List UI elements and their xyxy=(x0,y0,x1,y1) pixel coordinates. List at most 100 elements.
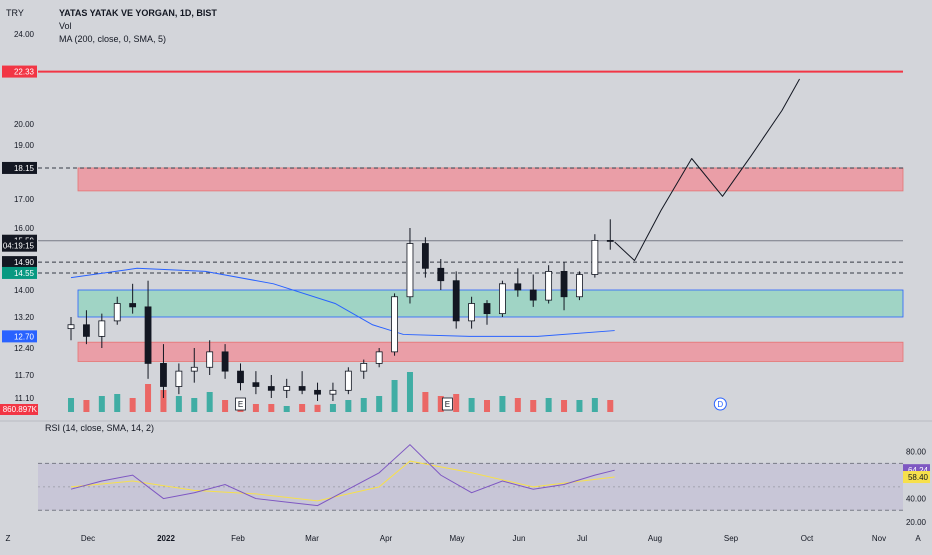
rsi-tick-label-1: 40.00 xyxy=(906,495,927,504)
event-label-0: E xyxy=(238,400,243,409)
currency-label: TRY xyxy=(6,8,24,18)
volume-bar-27 xyxy=(484,400,491,412)
candle-body-28 xyxy=(499,283,506,315)
candle-body-25 xyxy=(452,280,460,322)
volume-bar-28 xyxy=(499,396,506,412)
candle-body-3 xyxy=(113,303,121,322)
volume-badge xyxy=(0,404,38,415)
candle-body-8 xyxy=(190,366,198,372)
price-badge-6 xyxy=(2,330,37,343)
price-badge-label-0: 22.33 xyxy=(14,68,35,77)
zone-green-1 xyxy=(77,289,904,318)
candle-body-0 xyxy=(67,324,75,330)
candle-body-23 xyxy=(421,243,429,269)
volume-bar-8 xyxy=(191,398,198,412)
volume-bar-10 xyxy=(222,400,229,412)
candle-body-10 xyxy=(221,351,229,372)
volume-bar-30 xyxy=(530,400,537,412)
zone-red-0 xyxy=(77,167,904,192)
rsi-badge-label-1: 58.40 xyxy=(908,473,929,482)
rsi-line xyxy=(70,443,615,507)
ma-label[interactable]: MA (200, close, 0, SMA, 5) xyxy=(59,34,166,44)
volume-bar-35 xyxy=(607,400,614,412)
rsi-layer xyxy=(38,443,903,511)
volume-bar-34 xyxy=(591,398,598,412)
candle-body-4 xyxy=(129,303,137,308)
candle-body-17 xyxy=(329,389,337,395)
candle-body-21 xyxy=(391,296,398,353)
projection-layer xyxy=(614,78,800,262)
candle-body-20 xyxy=(375,351,383,364)
volume-bar-3 xyxy=(114,394,121,412)
candle-body-24 xyxy=(437,267,445,282)
time-label-8: Jul xyxy=(577,534,587,543)
volume-bar-19 xyxy=(360,398,367,412)
volume-badge-label: 860.897K xyxy=(3,405,38,414)
candle-body-16 xyxy=(314,389,321,395)
event-dividend-marker-2 xyxy=(713,397,727,411)
price-tick-label-7: 12.40 xyxy=(14,344,35,353)
candle-body-31 xyxy=(545,270,553,301)
volume-bar-2 xyxy=(98,396,105,412)
time-label-1: Dec xyxy=(81,534,95,543)
candle-body-2 xyxy=(98,320,106,337)
event-earnings-marker-1 xyxy=(441,397,453,411)
volume-bar-18 xyxy=(345,400,352,412)
volume-bar-12 xyxy=(252,404,259,412)
volume-bar-25 xyxy=(453,394,460,412)
candle-body-13 xyxy=(267,386,275,391)
volume-bar-23 xyxy=(422,392,429,412)
candle-body-27 xyxy=(483,303,491,315)
time-label-3: Feb xyxy=(231,534,245,543)
volume-bar-21 xyxy=(391,380,398,412)
price-badge-4 xyxy=(2,256,37,269)
candle-body-11 xyxy=(237,370,244,384)
rsi-label[interactable]: RSI (14, close, SMA, 14, 2) xyxy=(45,423,154,433)
ma-200-line xyxy=(70,267,615,337)
ma-layer xyxy=(70,267,615,337)
volume-bar-14 xyxy=(283,406,290,412)
candle-body-18 xyxy=(344,370,352,391)
volume-bar-32 xyxy=(561,400,568,412)
rsi-badge-1 xyxy=(903,471,930,484)
event-earnings-marker-0 xyxy=(235,397,246,411)
volume-bar-20 xyxy=(376,396,383,412)
candle-body-19 xyxy=(360,363,368,372)
candle-body-26 xyxy=(468,303,476,322)
time-label-9: Aug xyxy=(648,534,662,543)
vol-label[interactable]: Vol xyxy=(59,21,72,31)
price-badge-label-4: 14.90 xyxy=(14,258,35,267)
rsi-ma-line xyxy=(70,460,615,502)
price-tick-label-0: 24.00 xyxy=(14,30,35,39)
time-axis: Z Dec 2022 Feb Mar Apr May Jun Jul Aug Sep Oct Nov A xyxy=(6,534,922,543)
price-axis: 24.00 20.00 19.00 17.00 16.00 14.00 13.20 12.40… xyxy=(0,30,38,415)
time-label-13: A xyxy=(915,534,921,543)
price-badge-label-3: 04:19:15 xyxy=(3,242,35,251)
event-label-2: D xyxy=(717,400,723,409)
volume-bar-9 xyxy=(206,392,213,412)
candle-body-1 xyxy=(83,324,90,337)
time-label-4: Mar xyxy=(305,534,319,543)
volume-bar-17 xyxy=(329,404,336,412)
volume-bar-33 xyxy=(576,400,583,412)
price-badge-5 xyxy=(2,266,37,279)
volume-bar-16 xyxy=(314,404,321,412)
volume-bar-13 xyxy=(268,404,275,412)
candle-body-34 xyxy=(591,239,599,275)
price-badge-1 xyxy=(2,161,37,174)
candle-body-29 xyxy=(514,283,522,291)
projection-line xyxy=(614,78,800,262)
candles-layer xyxy=(67,219,614,401)
volume-bar-31 xyxy=(545,398,552,412)
symbol-title[interactable]: YATAS YATAK VE YORGAN, 1D, BIST xyxy=(59,8,217,18)
time-label-6: May xyxy=(449,534,464,543)
volume-bar-24 xyxy=(437,396,444,412)
time-label-5: Apr xyxy=(380,534,393,543)
volume-bar-0 xyxy=(68,398,75,412)
candle-body-15 xyxy=(298,386,306,391)
time-label-12: Nov xyxy=(872,534,886,543)
